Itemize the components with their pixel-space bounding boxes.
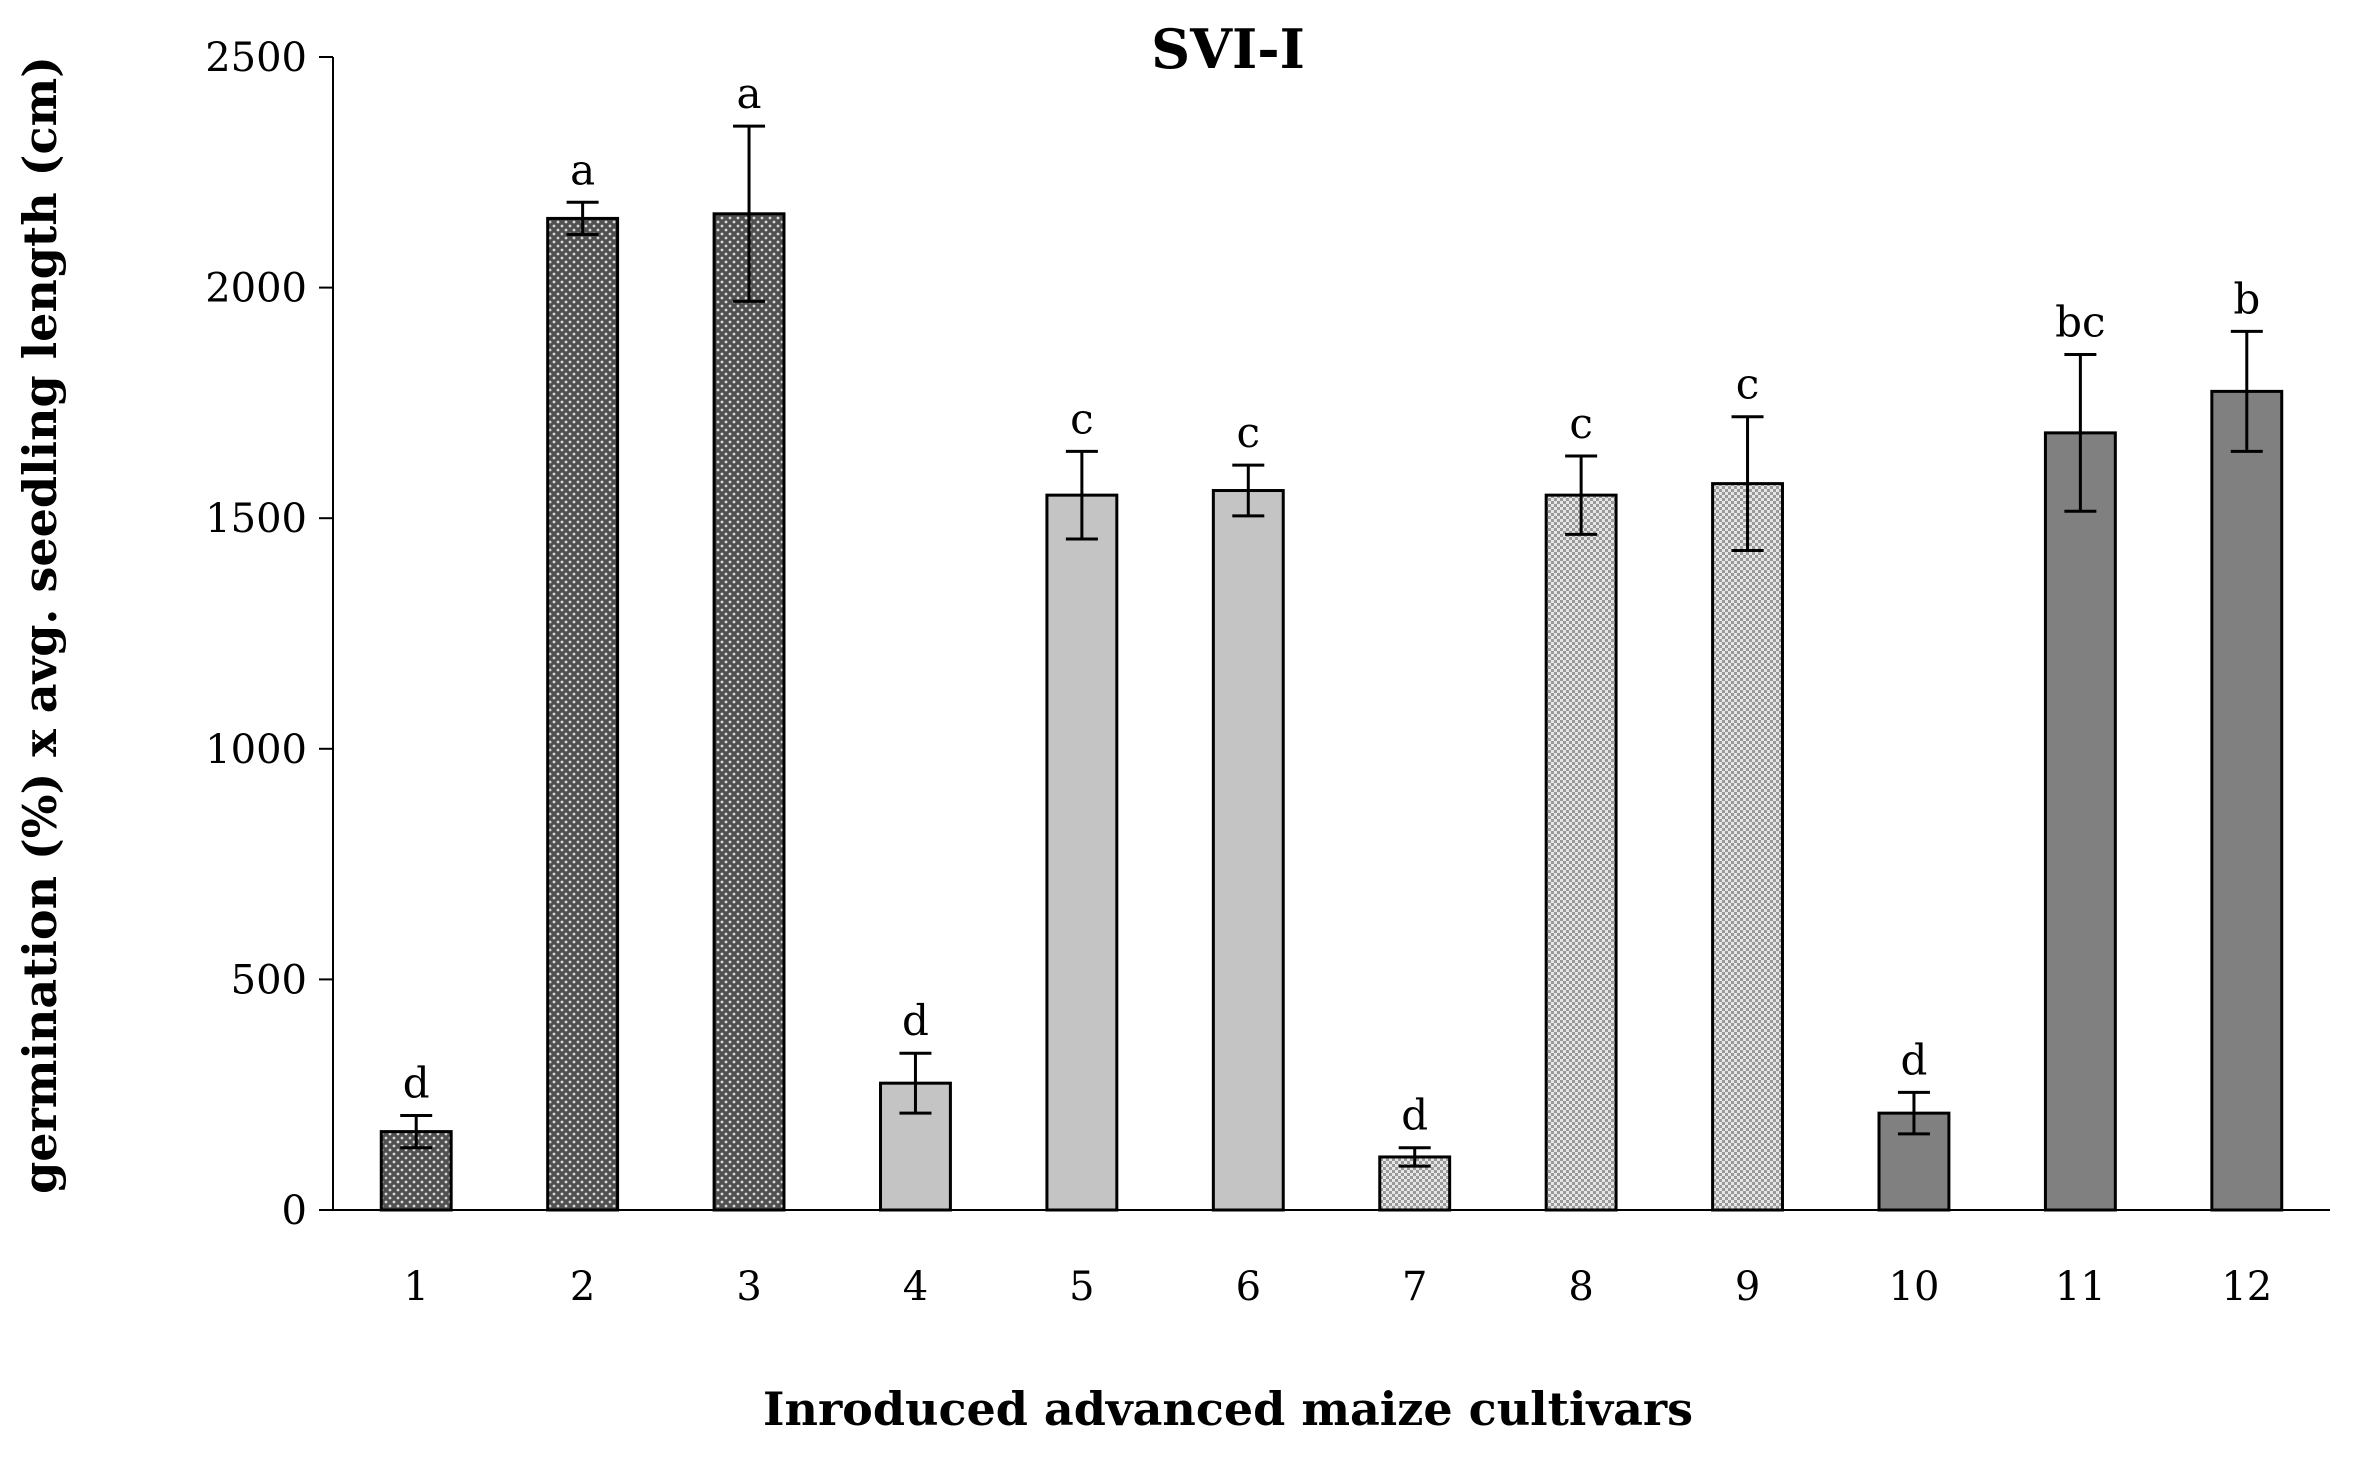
error-bar	[1398, 1146, 1431, 1168]
y-axis-label: germination (%) x avg. seedling length (…	[13, 56, 67, 1194]
bar	[2043, 431, 2117, 1212]
error-bar	[1565, 454, 1598, 536]
significance-label: d	[403, 1058, 430, 1107]
x-tick-label: 8	[1568, 1264, 1593, 1310]
error-bar	[2064, 352, 2097, 513]
y-tick-label: 1500	[205, 496, 307, 542]
bar	[712, 212, 786, 1212]
significance-label: b	[2233, 274, 2260, 323]
x-tick-label: 3	[736, 1264, 761, 1310]
x-tick-label: 11	[2055, 1264, 2106, 1310]
x-tick-label: 2	[570, 1264, 595, 1310]
bar	[1045, 493, 1119, 1212]
bar	[2210, 389, 2284, 1212]
x-axis-label: Inroduced advanced maize cultivars	[763, 1382, 1693, 1436]
significance-label: c	[1070, 394, 1094, 443]
bar	[1544, 493, 1618, 1212]
significance-label: d	[1401, 1091, 1428, 1140]
x-tick-label: 4	[903, 1264, 928, 1310]
x-tick-label: 9	[1735, 1264, 1760, 1310]
y-tick-label: 1000	[205, 727, 307, 773]
x-tick-label: 10	[1889, 1264, 1940, 1310]
bar	[546, 216, 620, 1212]
x-tick-label: 1	[403, 1264, 428, 1310]
error-bar	[1065, 449, 1098, 541]
significance-label: a	[737, 69, 762, 118]
significance-label: c	[1569, 399, 1593, 448]
error-bar	[1897, 1090, 1930, 1136]
y-tick-label: 500	[231, 957, 307, 1003]
bar	[1211, 489, 1285, 1212]
bars	[379, 212, 2284, 1212]
x-tick-label: 6	[1236, 1264, 1261, 1310]
chart-title: SVI-I	[1151, 17, 1305, 81]
bar	[1711, 482, 1784, 1212]
error-bar	[400, 1113, 433, 1150]
error-bar	[899, 1051, 932, 1115]
y-tick-label: 2500	[205, 35, 307, 81]
significance-label: c	[1736, 360, 1760, 409]
x-tick-label: 7	[1402, 1264, 1427, 1310]
error-bar	[1232, 463, 1265, 518]
error-bar	[566, 200, 599, 237]
error-bar	[2230, 329, 2263, 453]
error-bar	[733, 124, 766, 303]
y-axis: 0 500 1000 1500 2000 2500	[205, 35, 334, 1234]
significance-labels: d a a d c c d c c d bc b	[403, 69, 2260, 1140]
y-tick-label: 2000	[205, 266, 307, 312]
y-tick-label: 0	[282, 1188, 307, 1234]
significance-label: c	[1237, 408, 1261, 457]
significance-label: a	[570, 145, 595, 194]
error-bars	[400, 124, 2263, 1168]
significance-label: bc	[2055, 297, 2105, 346]
x-axis: 1 2 3 4 5 6 7 8 9 10 11 12	[333, 1209, 2330, 1310]
significance-label: d	[902, 996, 929, 1045]
significance-label: d	[1901, 1035, 1928, 1084]
error-bar	[1731, 415, 1764, 552]
x-tick-label: 12	[2221, 1264, 2272, 1310]
x-tick-label: 5	[1069, 1264, 1094, 1310]
